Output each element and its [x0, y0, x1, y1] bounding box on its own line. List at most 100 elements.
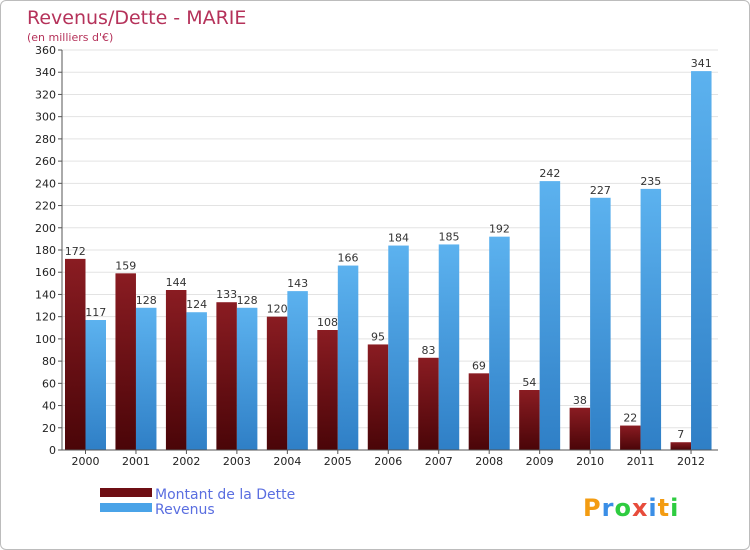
bar-debt-2001: [115, 273, 136, 450]
data-label-revenus: 124: [186, 298, 207, 311]
x-tick-label: 2007: [425, 455, 453, 468]
y-tick-label: 360: [35, 44, 56, 57]
x-tick-label: 2001: [122, 455, 150, 468]
bar-debt-2004: [266, 316, 288, 450]
bar-debt-2006: [367, 344, 389, 450]
bar-debt-2010: [569, 407, 591, 450]
data-label-revenus: 242: [539, 167, 560, 180]
y-tick-label: 100: [35, 333, 56, 346]
x-tick-label: 2010: [576, 455, 604, 468]
bar-debt-2003: [216, 302, 237, 450]
data-label-revenus: 192: [489, 223, 510, 236]
logo-letter: i: [648, 494, 657, 522]
logo-letter: o: [614, 494, 632, 522]
logo-letter: i: [670, 494, 679, 522]
bar-revenus-2005: [337, 265, 359, 450]
y-tick-label: 160: [35, 266, 56, 279]
legend-swatch-revenus: [100, 503, 152, 512]
bar-debt-2012: [670, 442, 692, 450]
y-tick-label: 220: [35, 200, 56, 213]
chart-title: Revenus/Dette - MARIE: [27, 7, 246, 29]
data-label-debt: 54: [522, 376, 536, 389]
data-label-revenus: 227: [590, 184, 611, 197]
x-tick-label: 2011: [627, 455, 655, 468]
legend: Montant de la Dette Revenus: [100, 487, 295, 518]
bar-debt-2005: [317, 330, 338, 450]
y-tick-label: 340: [35, 66, 56, 79]
legend-swatch-debt: [100, 488, 152, 497]
y-tick-label: 40: [42, 400, 56, 413]
proxiti-logo: Proxiti: [583, 494, 679, 522]
bar-debt-2008: [468, 373, 490, 450]
y-axis-ticks: 0 20 40 60 80 100 120 140 160 180 200 220 240 260 280 3…: [35, 44, 62, 457]
y-tick-label: 320: [35, 88, 56, 101]
bar-debt-2011: [620, 425, 641, 450]
y-tick-label: 20: [42, 422, 56, 435]
logo-letter: t: [658, 494, 670, 522]
chart-subtitle: (en milliers d'€): [27, 31, 113, 44]
bar-revenus-2007: [438, 244, 460, 450]
y-tick-label: 0: [49, 444, 56, 457]
bar-revenus-2010: [590, 197, 611, 450]
data-label-revenus: 117: [85, 306, 106, 319]
data-label-debt: 172: [65, 245, 86, 258]
x-tick-label: 2008: [475, 455, 503, 468]
data-label-revenus: 143: [287, 277, 308, 290]
bar-revenus-2001: [135, 307, 157, 450]
y-tick-label: 300: [35, 111, 56, 124]
x-tick-label: 2002: [172, 455, 200, 468]
x-tick-label: 2009: [526, 455, 554, 468]
bar-revenus-2009: [539, 181, 561, 450]
x-tick-label: 2003: [223, 455, 251, 468]
logo-letter: P: [583, 494, 602, 522]
y-tick-label: 120: [35, 311, 56, 324]
bar-debt-2000: [65, 258, 86, 450]
data-label-debt: 159: [115, 259, 136, 272]
bar-revenus-2011: [640, 188, 662, 450]
y-tick-label: 60: [42, 377, 56, 390]
data-label-revenus: 166: [338, 252, 359, 265]
y-tick-label: 200: [35, 222, 56, 235]
bar-debt-2007: [418, 357, 439, 450]
logo-letter: r: [602, 494, 615, 522]
legend-label-debt: Montant de la Dette: [155, 487, 295, 503]
data-label-revenus: 128: [136, 294, 157, 307]
x-tick-label: 2005: [324, 455, 352, 468]
data-label-revenus: 128: [237, 294, 258, 307]
data-label-debt: 133: [216, 288, 237, 301]
x-axis-ticks: 2000 2001 2002 2003 2004 2005 2006 2007 2008 2009…: [72, 450, 705, 468]
bar-revenus-2000: [85, 320, 106, 450]
y-tick-label: 140: [35, 288, 56, 301]
data-label-revenus: 184: [388, 232, 409, 245]
x-tick-label: 2006: [374, 455, 402, 468]
data-label-debt: 22: [623, 412, 637, 425]
y-tick-label: 240: [35, 177, 56, 190]
data-label-debt: 69: [472, 359, 486, 372]
x-tick-label: 2000: [72, 455, 100, 468]
bar-revenus-2002: [186, 312, 207, 450]
logo-letter: x: [632, 494, 648, 522]
bar-revenus-2004: [287, 291, 308, 450]
bar-revenus-2008: [489, 236, 510, 450]
y-tick-label: 180: [35, 244, 56, 257]
data-label-debt: 38: [573, 394, 587, 407]
data-label-debt: 144: [166, 276, 187, 289]
data-label-revenus: 185: [438, 230, 459, 243]
legend-label-revenus: Revenus: [155, 502, 215, 518]
data-label-debt: 95: [371, 330, 385, 343]
data-label-debt: 83: [421, 344, 435, 357]
x-tick-label: 2012: [677, 455, 705, 468]
bar-debt-2009: [519, 390, 540, 450]
data-label-revenus: 235: [640, 175, 661, 188]
y-tick-label: 280: [35, 133, 56, 146]
data-label-debt: 7: [677, 428, 684, 441]
y-tick-label: 260: [35, 155, 56, 168]
x-tick-label: 2004: [273, 455, 301, 468]
bars: [65, 71, 712, 450]
data-label-debt: 120: [267, 303, 288, 316]
bar-debt-2002: [165, 290, 187, 450]
data-label-debt: 108: [317, 316, 338, 329]
data-label-revenus: 341: [691, 57, 712, 70]
